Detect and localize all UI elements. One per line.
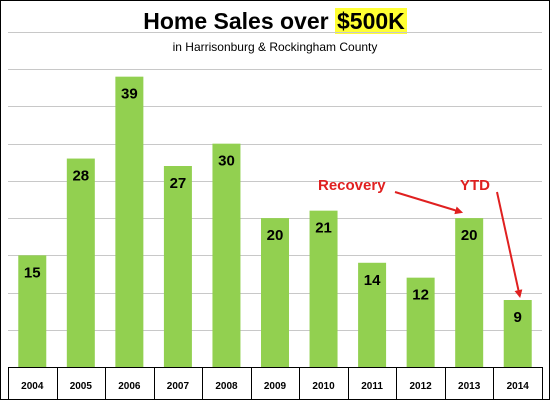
annotation-arrow-recovery bbox=[394, 191, 464, 215]
x-tick-label-2006: 2006 bbox=[118, 381, 141, 392]
bar-value-label-2014: 9 bbox=[514, 309, 522, 326]
bar-2007 bbox=[163, 166, 192, 367]
x-tick-label-2005: 2005 bbox=[70, 381, 93, 392]
bar-value-label-2012: 12 bbox=[412, 287, 429, 304]
x-tick-label-2008: 2008 bbox=[215, 381, 238, 392]
bar-value-label-2011: 14 bbox=[364, 272, 381, 289]
bar-value-labels: 15 28 39 27 30 20 21 14 12 20 9 bbox=[24, 86, 522, 326]
bar-2004 bbox=[18, 255, 47, 367]
x-tick-label-2010: 2010 bbox=[312, 381, 335, 392]
bar-2014 bbox=[503, 300, 532, 367]
annotation-recovery: Recovery bbox=[318, 177, 386, 194]
bar-2012 bbox=[406, 277, 435, 367]
bar-2013 bbox=[455, 218, 484, 367]
bar-2009 bbox=[261, 218, 289, 367]
bar-2011 bbox=[358, 262, 387, 367]
x-tick-label-2012: 2012 bbox=[410, 381, 433, 392]
x-tick-label-2013: 2013 bbox=[458, 381, 481, 392]
x-tick-label-2009: 2009 bbox=[264, 381, 287, 392]
chart-title-highlight: $500K bbox=[334, 8, 407, 34]
bar-2006 bbox=[115, 76, 144, 368]
bar-value-label-2013: 20 bbox=[461, 227, 478, 244]
chart-title-prefix: Home Sales over bbox=[143, 8, 335, 34]
bar-2008 bbox=[212, 143, 241, 367]
bar-2005 bbox=[66, 158, 95, 367]
bar-value-label-2004: 15 bbox=[24, 264, 41, 281]
bars bbox=[18, 76, 532, 368]
x-tick-label-2004: 2004 bbox=[21, 381, 44, 392]
bar-value-label-2007: 27 bbox=[170, 175, 187, 192]
annotation-ytd: YTD bbox=[460, 177, 490, 194]
chart-subtitle: in Harrisonburg & Rockingham County bbox=[172, 40, 378, 54]
x-axis-tick-labels: 2004 2005 2006 2007 2008 2009 2010 2011 2012 2013… bbox=[8, 367, 543, 399]
annotation-arrow-ytd bbox=[496, 191, 523, 298]
bar-value-label-2005: 28 bbox=[72, 168, 89, 185]
bar-2010 bbox=[309, 210, 338, 367]
bar-value-label-2009: 20 bbox=[267, 227, 284, 244]
bar-value-label-2010: 21 bbox=[315, 220, 332, 237]
bar-value-label-2008: 30 bbox=[218, 153, 235, 170]
bar-value-label-2006: 39 bbox=[121, 86, 138, 103]
x-tick-label-2014: 2014 bbox=[507, 381, 530, 392]
x-tick-label-2007: 2007 bbox=[167, 381, 190, 392]
annotations: Recovery YTD bbox=[318, 177, 523, 298]
x-tick-label-2011: 2011 bbox=[361, 381, 383, 392]
chart-title: Home Sales over $500K bbox=[0, 8, 550, 35]
